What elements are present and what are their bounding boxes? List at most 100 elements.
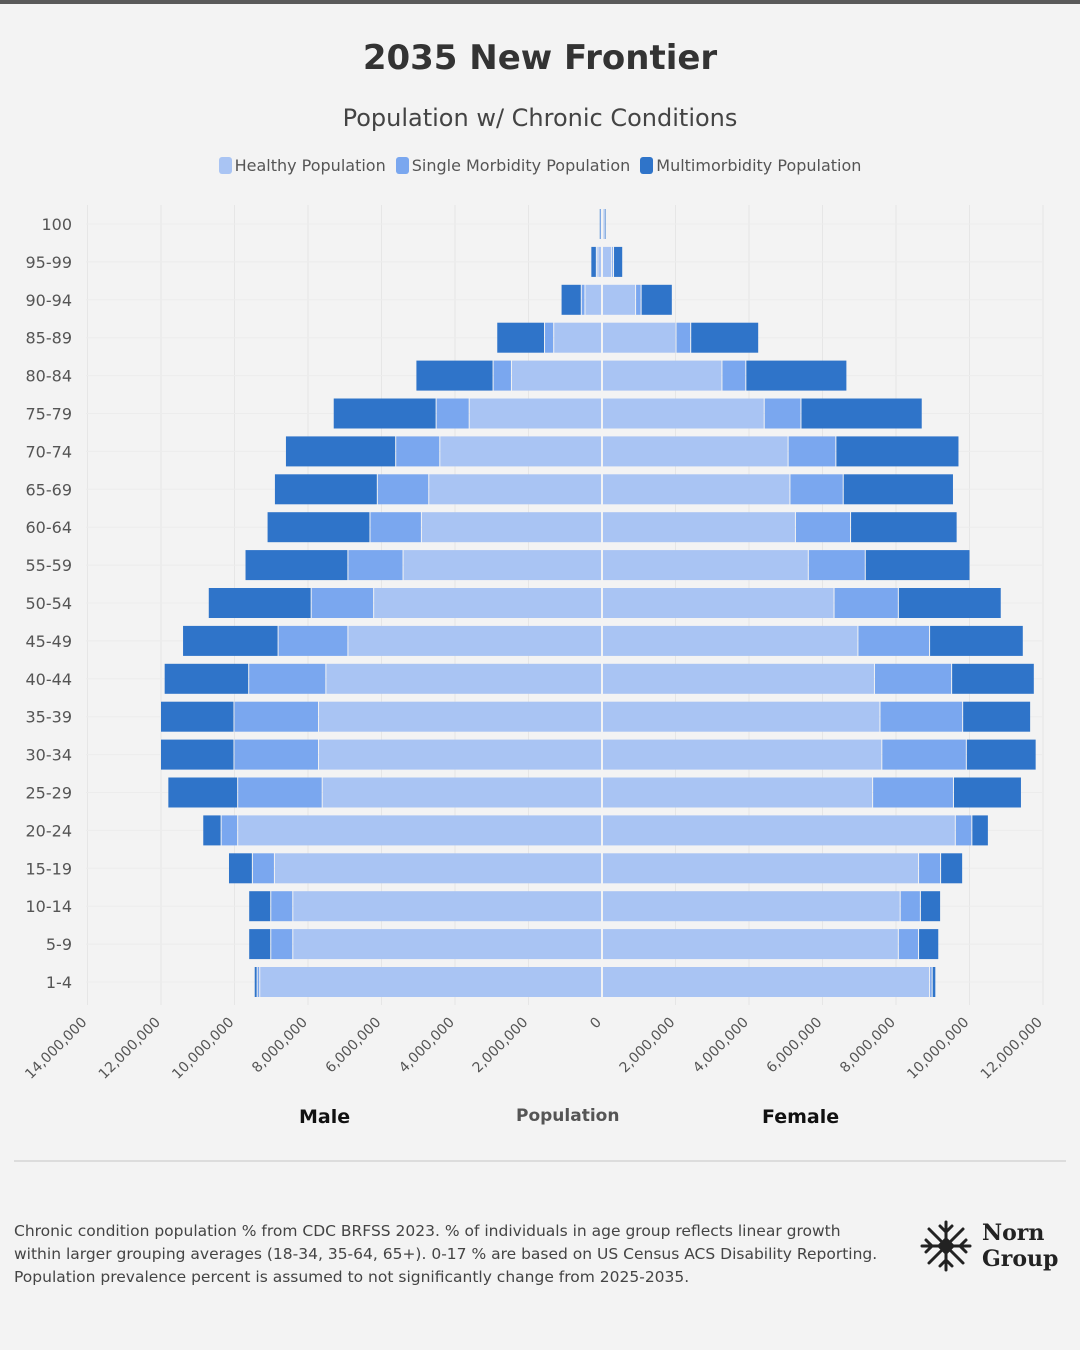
bar-female-healthy — [603, 967, 930, 997]
bar-male-single — [249, 663, 326, 694]
snowflake-logo-icon — [920, 1220, 972, 1272]
x-tick-label: 2,000,000 — [617, 1015, 679, 1077]
y-tick-label: 35-39 — [26, 708, 73, 727]
bar-male-healthy — [293, 929, 601, 960]
population-pyramid-chart: 100 95-99 90-94 85-89 80-84 75-79 70-74 65-69 60… — [22, 205, 1046, 1083]
y-tick-label: 90-94 — [26, 291, 73, 310]
bar-female-healthy — [603, 739, 882, 770]
bar-male-single — [278, 625, 348, 656]
bar-female-single — [880, 701, 963, 732]
bar-male-healthy — [326, 663, 601, 694]
bar-female-healthy — [603, 512, 795, 543]
x-tick-label: 0 — [587, 1015, 605, 1033]
y-tick-label: 75-79 — [26, 405, 73, 424]
bar-female-single — [790, 474, 843, 505]
top-rule — [0, 0, 1080, 4]
y-tick-label: 70-74 — [26, 442, 73, 461]
bar-male-healthy — [374, 588, 601, 618]
bar-female-healthy — [603, 209, 604, 239]
y-tick-label: 50-54 — [26, 594, 73, 613]
bar-male-multi — [497, 322, 545, 353]
legend-swatch-single — [395, 157, 409, 174]
bar-female-healthy — [603, 701, 880, 732]
bar-female-multi — [920, 891, 941, 922]
bar-female-single — [873, 777, 953, 808]
bar-male-single — [271, 929, 293, 960]
male-label: Male — [299, 1106, 351, 1128]
y-tick-label: 60-64 — [26, 518, 73, 537]
x-tick-label: 6,000,000 — [323, 1015, 385, 1077]
bar-female-single — [858, 625, 930, 656]
bar-female-multi — [605, 209, 606, 239]
x-axis-label: Population — [516, 1106, 620, 1126]
bar-male-single — [257, 967, 260, 997]
x-tick-label: 8,000,000 — [249, 1015, 311, 1077]
legend-item-healthy[interactable]: Healthy Population — [218, 156, 386, 175]
bar-male-single — [348, 550, 403, 581]
bar-female-healthy — [603, 436, 788, 467]
bar-male-single — [238, 777, 322, 808]
legend-item-multi[interactable]: Multimorbidity Population — [640, 156, 861, 175]
x-tick-label: 12,000,000 — [96, 1015, 164, 1083]
bar-male-healthy — [585, 284, 601, 315]
bar-female-multi — [919, 929, 939, 960]
x-tick-label: 4,000,000 — [396, 1015, 458, 1077]
bar-male-healthy — [511, 360, 601, 391]
y-tick-label: 80-84 — [26, 367, 73, 386]
legend-label-single: Single Morbidity Population — [411, 156, 631, 175]
footnote-line: Population prevalence percent is assumed… — [14, 1268, 690, 1286]
norn-group-logo: Norn Group — [918, 1218, 1058, 1274]
bar-male-healthy — [319, 701, 601, 732]
x-tick-label: 6,000,000 — [764, 1015, 826, 1077]
bar-male-multi — [161, 701, 234, 732]
bar-male-single — [581, 284, 585, 315]
bar-female-healthy — [603, 246, 612, 277]
bar-female-multi — [941, 853, 963, 884]
bar-male-multi — [274, 474, 377, 505]
female-label: Female — [762, 1106, 840, 1128]
bar-male-multi — [168, 777, 238, 808]
x-tick-label: 8,000,000 — [837, 1015, 899, 1077]
logo-text-line1: Norn — [982, 1220, 1045, 1246]
legend-item-single[interactable]: Single Morbidity Population — [395, 156, 631, 175]
bar-male-single — [221, 815, 238, 846]
bar-female-multi — [963, 701, 1031, 732]
legend-label-multi: Multimorbidity Population — [656, 156, 862, 175]
bar-female-multi — [691, 322, 759, 353]
bar-male-multi — [267, 512, 370, 543]
bar-female-healthy — [603, 853, 919, 884]
bar-male-multi — [203, 815, 221, 846]
x-tick-label: 10,000,000 — [169, 1015, 237, 1083]
bar-male-healthy — [421, 512, 601, 543]
bar-female-multi — [641, 284, 672, 315]
bar-female-single — [882, 739, 966, 770]
bar-male-multi — [591, 246, 596, 277]
bar-male-healthy — [260, 967, 601, 997]
bar-female-single — [795, 512, 851, 543]
legend-label-healthy: Healthy Population — [234, 156, 386, 175]
bar-male-single — [545, 322, 554, 353]
bar-female-single — [604, 209, 605, 239]
bar-female-multi — [614, 246, 623, 277]
bar-female-multi — [952, 663, 1034, 694]
bar-male-single — [396, 436, 440, 467]
y-tick-label: 1-4 — [46, 973, 72, 992]
bar-male-multi — [333, 398, 436, 429]
bar-female-single — [955, 815, 972, 846]
divider — [14, 1160, 1066, 1162]
bar-male-single — [436, 398, 469, 429]
y-tick-label: 20-24 — [26, 821, 73, 840]
chart-subtitle: Population w/ Chronic Conditions — [342, 104, 738, 132]
bar-female-healthy — [603, 663, 874, 694]
bar-female-multi — [966, 739, 1036, 770]
bar-male-healthy — [319, 739, 601, 770]
bar-male-multi — [416, 360, 493, 391]
bar-female-single — [612, 246, 614, 277]
bar-female-single — [764, 398, 801, 429]
bar-male-healthy — [274, 853, 601, 884]
x-tick-label: 4,000,000 — [690, 1015, 752, 1077]
footnote-line: within larger grouping averages (18-34, … — [14, 1245, 878, 1263]
bar-male-healthy — [403, 550, 601, 581]
y-tick-label: 40-44 — [26, 670, 73, 689]
chart-title: 2035 New Frontier — [362, 38, 718, 78]
